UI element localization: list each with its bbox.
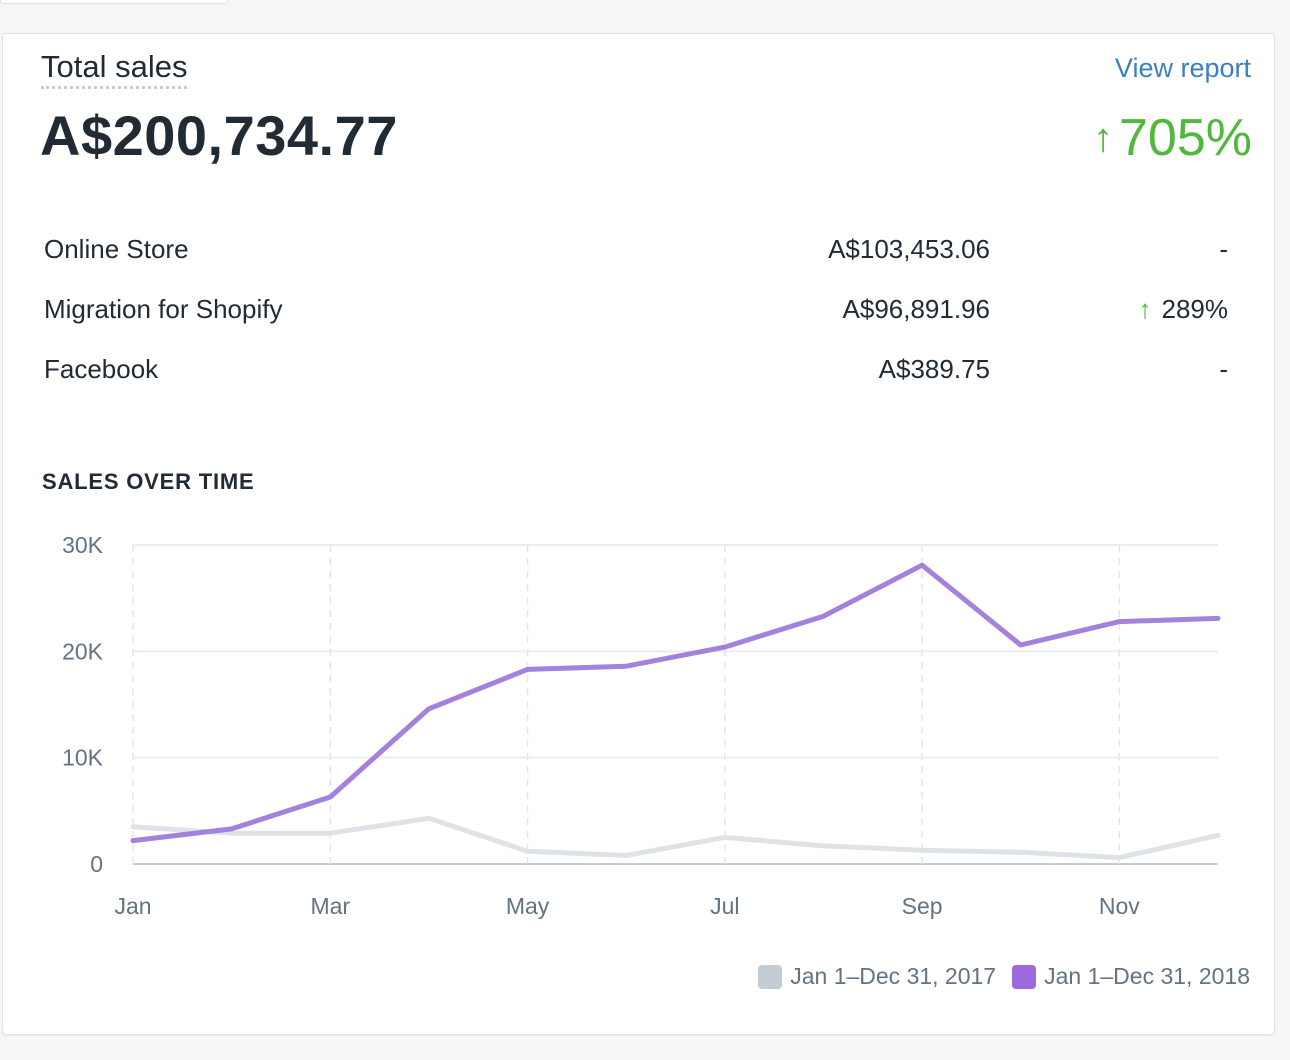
x-tick-label: May bbox=[506, 893, 550, 919]
y-tick-label: 0 bbox=[90, 851, 103, 877]
channel-row: Migration for Shopify A$96,891.96 ↑ 289% bbox=[44, 288, 1234, 348]
channel-value: A$389.75 bbox=[878, 354, 990, 384]
channel-change: - bbox=[1209, 354, 1228, 385]
legend-item-2018[interactable]: Jan 1–Dec 31, 2018 bbox=[1012, 963, 1250, 990]
legend-swatch-2018 bbox=[1012, 964, 1037, 989]
x-tick-label: Jan bbox=[114, 893, 151, 919]
channel-value: A$96,891.96 bbox=[842, 294, 990, 324]
legend-label-2018: Jan 1–Dec 31, 2018 bbox=[1044, 963, 1250, 989]
arrow-up-icon: ↑ bbox=[1093, 115, 1113, 160]
channel-breakdown: Online Store A$103,453.06 - Migration fo… bbox=[44, 228, 1234, 408]
channel-name: Migration for Shopify bbox=[44, 294, 283, 324]
sales-over-time-heading: SALES OVER TIME bbox=[42, 469, 255, 494]
x-tick-label: Nov bbox=[1099, 893, 1140, 919]
channel-change: - bbox=[1209, 234, 1228, 265]
legend-item-2017[interactable]: Jan 1–Dec 31, 2017 bbox=[758, 963, 996, 990]
channel-row: Facebook A$389.75 - bbox=[44, 348, 1234, 408]
channel-change-value: - bbox=[1219, 234, 1228, 264]
channel-change: ↑ 289% bbox=[1139, 294, 1229, 325]
total-change-badge: ↑ 705% bbox=[1093, 108, 1252, 168]
total-sales-value: A$200,734.77 bbox=[40, 104, 398, 167]
x-tick-label: Jul bbox=[710, 893, 739, 919]
legend-swatch-2017 bbox=[758, 964, 783, 989]
total-sales-card bbox=[2, 33, 1275, 1035]
x-tick-label: Sep bbox=[902, 893, 943, 919]
legend-label-2017: Jan 1–Dec 31, 2017 bbox=[790, 963, 997, 989]
series-line-2017 bbox=[130, 815, 1221, 861]
channel-row: Online Store A$103,453.06 - bbox=[44, 228, 1234, 288]
series-line-2018 bbox=[130, 562, 1221, 844]
view-report-link[interactable]: View report bbox=[1114, 53, 1251, 83]
chart-legend: Jan 1–Dec 31, 2017 Jan 1–Dec 31, 2018 bbox=[742, 963, 1250, 990]
total-change-value: 705% bbox=[1119, 109, 1252, 167]
channel-value: A$103,453.06 bbox=[828, 234, 990, 264]
y-tick-label: 20K bbox=[62, 638, 104, 664]
channel-name: Facebook bbox=[44, 354, 159, 384]
y-tick-label: 30K bbox=[62, 532, 104, 558]
channel-change-value: 289% bbox=[1161, 294, 1229, 324]
y-tick-label: 10K bbox=[62, 745, 104, 771]
arrow-up-icon: ↑ bbox=[1138, 294, 1152, 324]
top-tab-stub bbox=[0, 0, 228, 4]
channel-name: Online Store bbox=[44, 234, 189, 264]
x-tick-label: Mar bbox=[310, 893, 350, 919]
card-title[interactable]: Total sales bbox=[41, 50, 188, 89]
channel-change-value: - bbox=[1219, 354, 1228, 384]
